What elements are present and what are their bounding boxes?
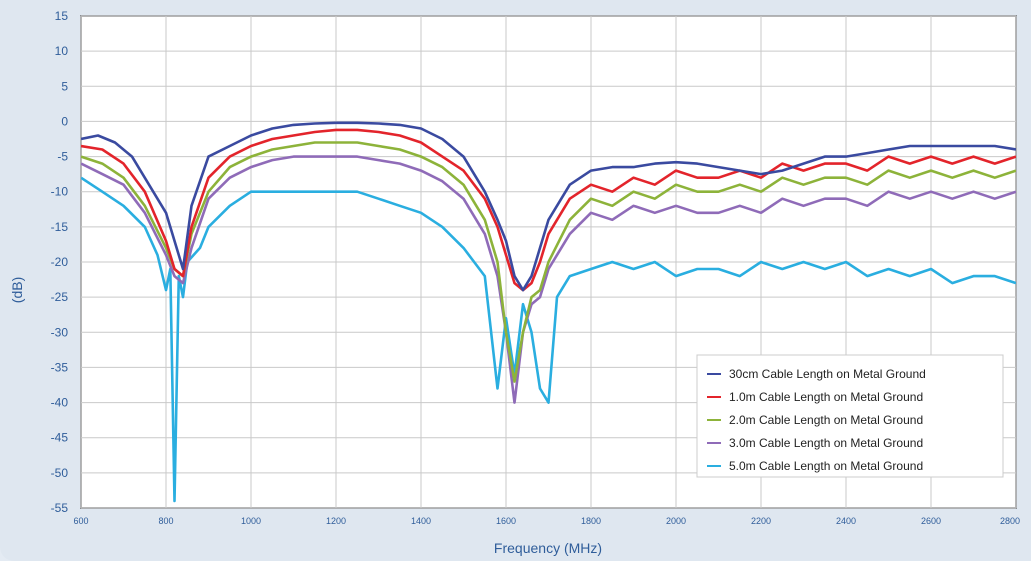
x-axis-label: Frequency (MHz) — [494, 540, 602, 556]
y-tick-label: -35 — [51, 360, 69, 374]
legend-label: 30cm Cable Length on Metal Ground — [729, 367, 926, 381]
x-tick-label: 1400 — [411, 516, 431, 526]
legend-label: 3.0m Cable Length on Metal Ground — [729, 436, 923, 450]
y-tick-label: -10 — [51, 185, 69, 199]
y-tick-label: -50 — [51, 466, 69, 480]
x-tick-label: 800 — [158, 516, 173, 526]
legend-label: 5.0m Cable Length on Metal Ground — [729, 459, 923, 473]
x-tick-labels: 600 800 1000 1200 1400 1600 1800 2000 2200 2400 26… — [73, 516, 1020, 526]
x-tick-label: 1800 — [581, 516, 601, 526]
legend-label: 1.0m Cable Length on Metal Ground — [729, 390, 923, 404]
series-layer — [81, 121, 1016, 503]
y-tick-label: -45 — [51, 431, 69, 445]
x-tick-label: 2000 — [666, 516, 686, 526]
x-tick-label: 2600 — [921, 516, 941, 526]
x-tick-label: 1200 — [326, 516, 346, 526]
x-tick-label: 2200 — [751, 516, 771, 526]
series-line-4 — [81, 176, 1016, 503]
y-tick-labels: 15 10 5 0 -5 -10 -15 -20 -25 -30 -35 -40 -45 -50 -55 — [51, 9, 69, 515]
y-tick-label: 10 — [55, 44, 69, 58]
y-tick-label: 5 — [61, 79, 68, 93]
legend-box — [696, 354, 1004, 478]
y-tick-label: -40 — [51, 396, 69, 410]
legend-label: 2.0m Cable Length on Metal Ground — [729, 413, 923, 427]
y-tick-label: -5 — [57, 150, 68, 164]
x-tick-label: 1000 — [241, 516, 261, 526]
y-axis-label: (dB) — [9, 277, 25, 303]
y-tick-label: -55 — [51, 501, 69, 515]
x-tick-label: 1600 — [496, 516, 516, 526]
y-tick-label: -30 — [51, 325, 69, 339]
y-tick-label: -25 — [51, 290, 69, 304]
x-tick-label: 2400 — [836, 516, 856, 526]
y-tick-label: 0 — [61, 114, 68, 128]
y-tick-label: -20 — [51, 255, 69, 269]
series-line-0 — [81, 121, 1016, 292]
y-tick-label: 15 — [55, 9, 69, 23]
series-line-2 — [81, 141, 1016, 383]
legend: 30cm Cable Length on Metal Ground 1.0m Ca… — [696, 354, 1004, 478]
x-tick-label: 2800 — [1000, 516, 1020, 526]
y-tick-label: -15 — [51, 220, 69, 234]
x-tick-label: 600 — [73, 516, 88, 526]
